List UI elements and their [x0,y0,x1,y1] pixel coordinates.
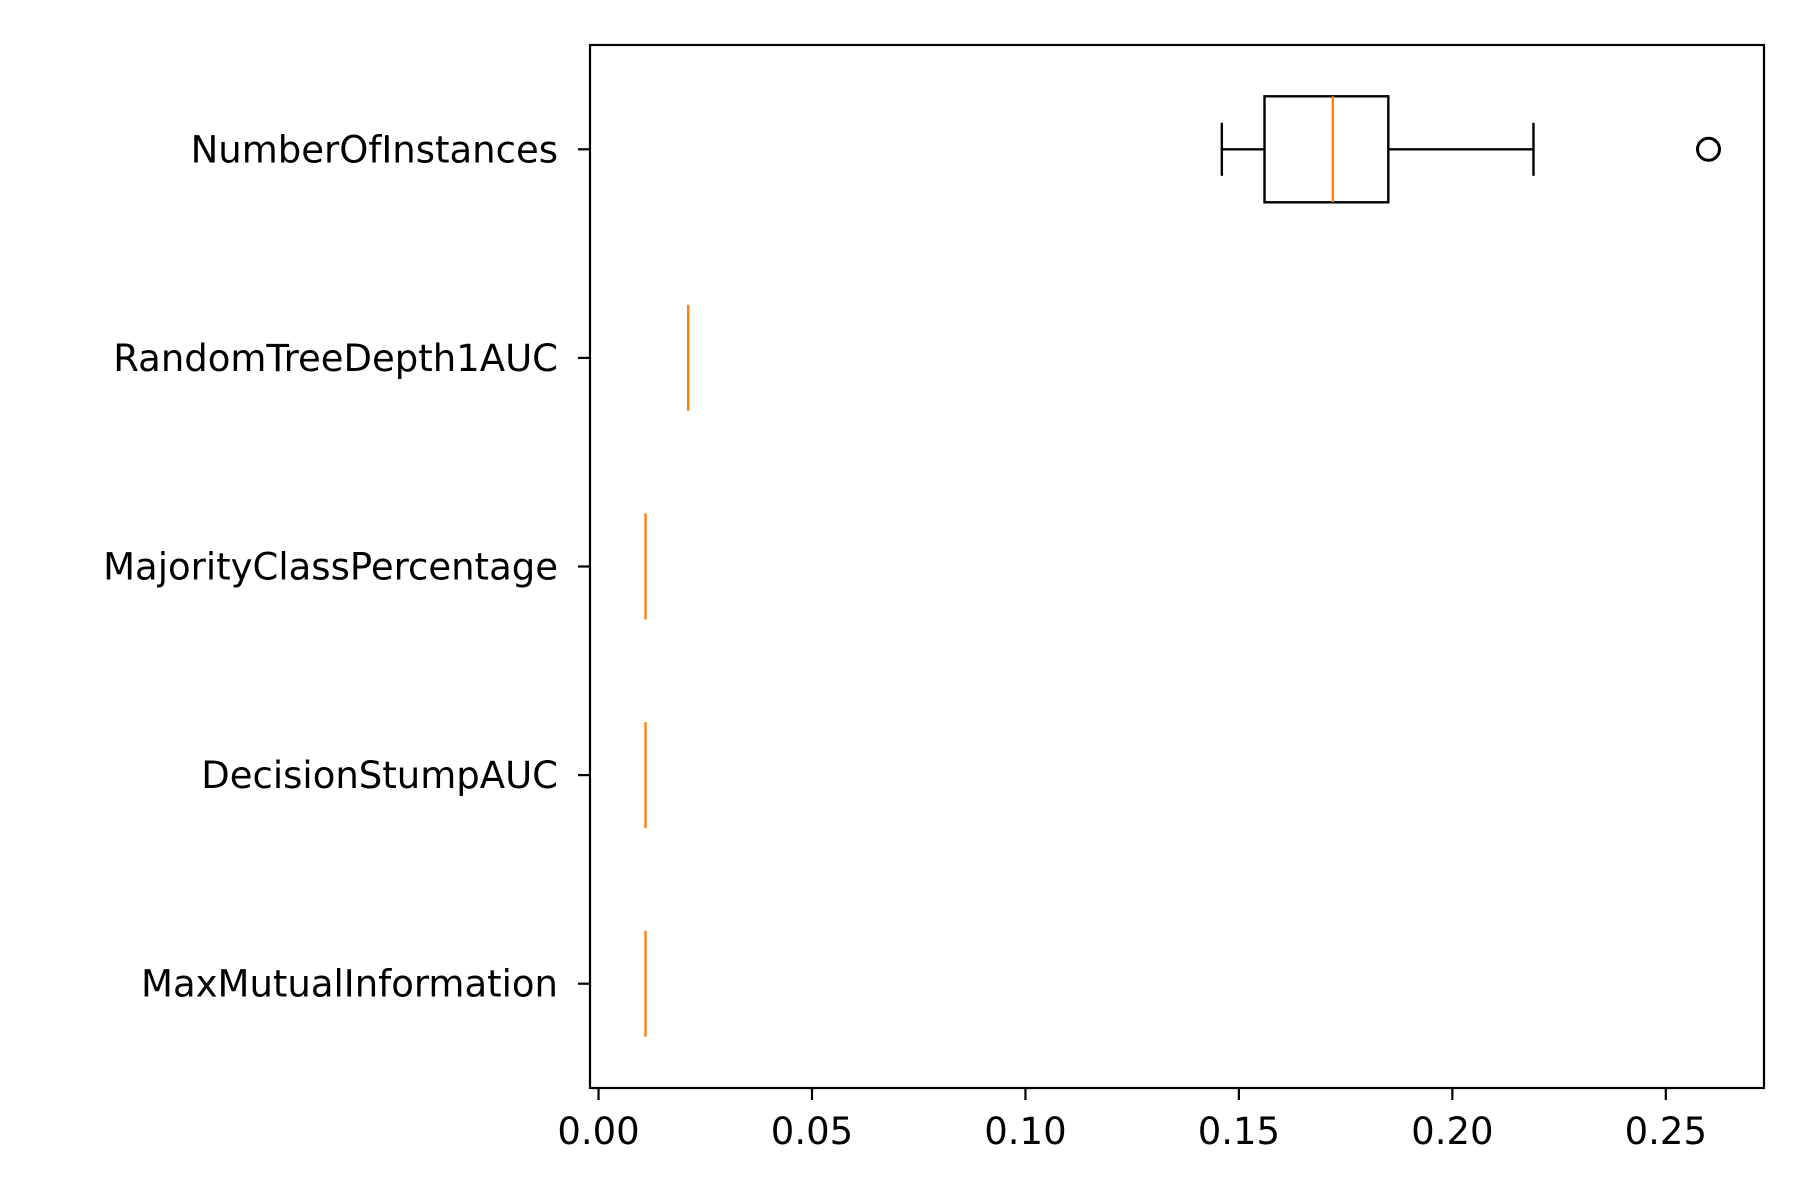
plot-marks [644,95,1722,1037]
y-tick-label: MaxMutualInformation [141,963,558,1006]
axis-ticks: 0.00 0.05 0.10 0.15 0.20 0.25 NumberOfInstance… [103,128,1707,1153]
y-tick-label: RandomTreeDepth1AUC [113,337,558,380]
x-tick-label: 0.25 [1625,1110,1707,1153]
box-group [1220,95,1722,204]
y-tick-label: NumberOfInstances [191,128,558,171]
y-tick-label: MajorityClassPercentage [103,546,558,589]
box-iqr [1263,95,1390,204]
outlier-point [1696,136,1722,162]
x-tick-label: 0.05 [771,1110,853,1153]
y-tick-label: DecisionStumpAUC [201,754,558,797]
plot-area-frame [588,43,1766,1090]
x-tick-label: 0.00 [557,1110,639,1153]
x-tick-label: 0.20 [1411,1110,1493,1153]
x-tick-label: 0.10 [984,1110,1066,1153]
x-tick-label: 0.15 [1198,1110,1280,1153]
